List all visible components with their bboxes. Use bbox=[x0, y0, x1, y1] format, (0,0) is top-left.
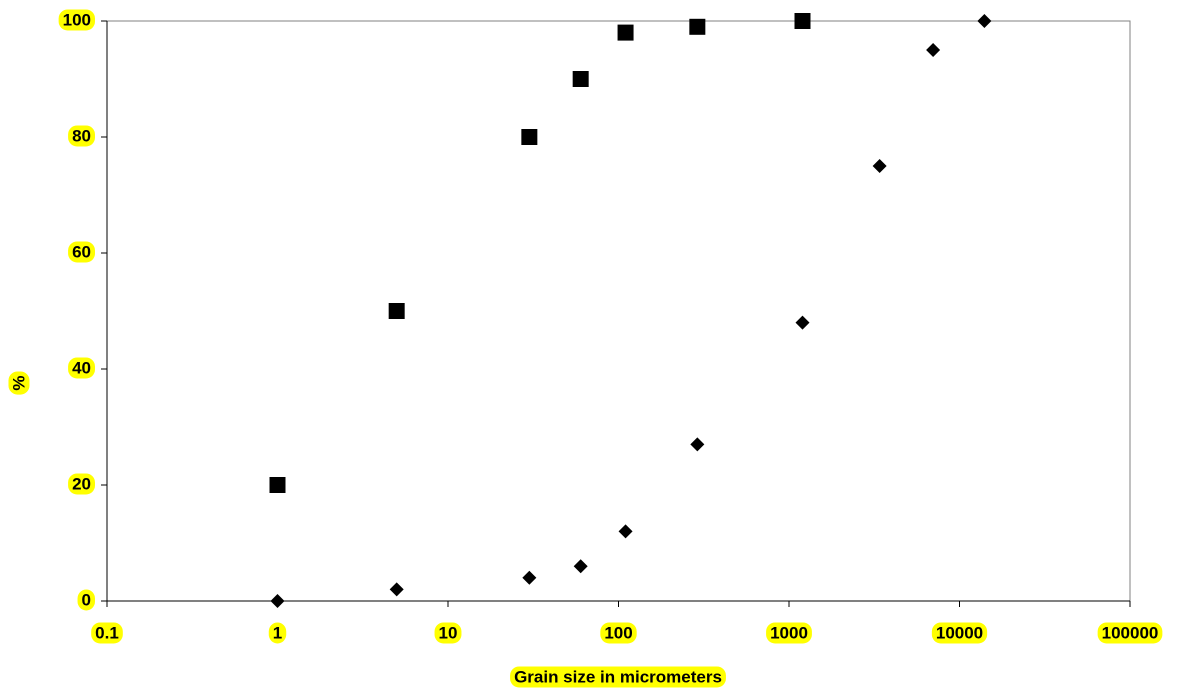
x-tick-label: 10000 bbox=[936, 623, 983, 642]
label-highlight bbox=[58, 9, 95, 31]
label-highlight bbox=[600, 622, 637, 644]
diamond-point bbox=[270, 594, 285, 608]
highlights bbox=[8, 9, 1163, 688]
label-highlight bbox=[434, 622, 462, 644]
diamond-point bbox=[573, 559, 588, 574]
diamond-point bbox=[389, 582, 404, 597]
label-highlight bbox=[77, 589, 95, 611]
label-highlight bbox=[8, 371, 30, 395]
x-tick-label: 100 bbox=[604, 623, 632, 642]
square-point bbox=[617, 24, 634, 41]
diamond-point bbox=[690, 437, 705, 452]
square-point bbox=[689, 18, 706, 35]
label-highlight bbox=[68, 125, 95, 147]
square-point bbox=[388, 303, 405, 319]
label-highlight bbox=[268, 622, 287, 644]
square-point bbox=[269, 477, 286, 493]
label-highlight bbox=[91, 622, 123, 644]
label-highlight bbox=[766, 622, 812, 644]
x-tick-label: 100000 bbox=[1102, 623, 1159, 642]
square-point bbox=[794, 13, 811, 29]
label-highlight bbox=[1097, 622, 1163, 644]
diamond-point bbox=[522, 570, 537, 585]
x-tick-label: 0.1 bbox=[95, 623, 119, 642]
y-tick-label: 80 bbox=[72, 126, 91, 145]
y-tick-label: 20 bbox=[72, 474, 91, 493]
x-tick-label: 1000 bbox=[770, 623, 808, 642]
label-highlight bbox=[68, 241, 95, 263]
y-tick-label: 0 bbox=[82, 590, 91, 609]
square-point bbox=[572, 71, 589, 87]
y-tick-label: 40 bbox=[72, 358, 91, 377]
y-tick-label: 100 bbox=[63, 10, 91, 29]
y-tick-label: 60 bbox=[72, 242, 91, 261]
plot-area bbox=[106, 20, 1131, 602]
diamond-point bbox=[795, 315, 810, 330]
label-highlight bbox=[68, 357, 95, 379]
label-highlight bbox=[510, 666, 726, 688]
label-highlight bbox=[931, 622, 988, 644]
x-axis-title: Grain size in micrometers bbox=[514, 667, 722, 686]
x-tick-label: 1 bbox=[273, 623, 282, 642]
label-highlight bbox=[68, 473, 95, 495]
diamond-point bbox=[618, 524, 633, 539]
diamond-point bbox=[872, 159, 887, 173]
diamond-point bbox=[926, 43, 941, 57]
x-tick-label: 10 bbox=[439, 623, 458, 642]
y-axis-title: % bbox=[9, 375, 28, 390]
square-point bbox=[521, 129, 538, 145]
diamond-point bbox=[977, 14, 992, 28]
